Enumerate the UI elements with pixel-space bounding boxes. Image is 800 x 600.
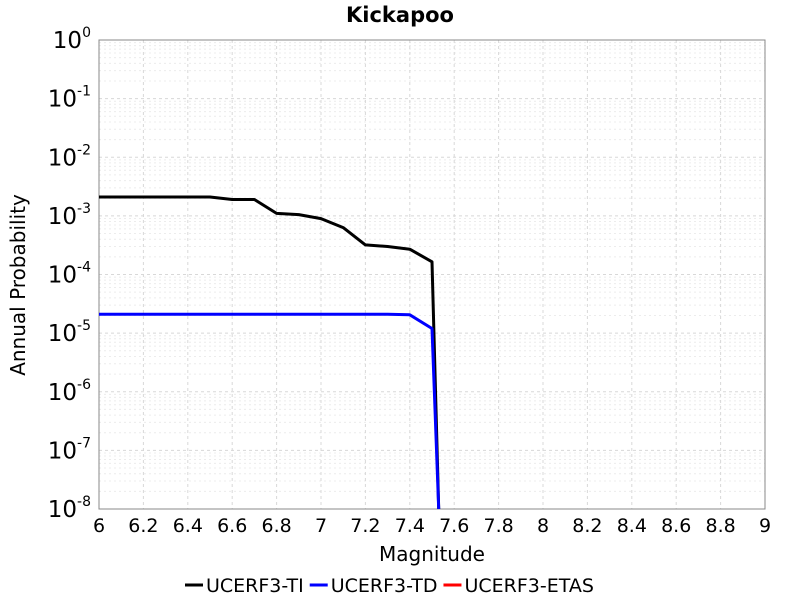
legend-entry: UCERF3-TD [331,575,438,597]
y-tick-label: 10-4 [48,260,91,289]
x-tick-label: 6.2 [128,515,158,537]
x-tick-label: 6.8 [261,515,291,537]
x-tick-label: 7.2 [350,515,380,537]
x-tick-label: 8.2 [572,515,602,537]
series-layer [99,195,441,510]
x-tick-label: 8.6 [661,515,691,537]
legend-entry: UCERF3-TI [206,575,304,597]
y-tick-label: 10-5 [48,318,91,347]
series-line-ucerf3-ti [99,195,441,510]
y-tick-labels: 100 10-1 10-2 10-3 10-4 10-5 10-6 10-7 10-8 [48,25,91,523]
y-tick-label: 10-6 [48,377,91,406]
x-tick-label: 6.6 [217,515,247,537]
x-tick-label: 6.4 [173,515,203,537]
chart-title: Kickapoo [346,3,454,27]
x-tick-labels: 6 6.2 6.4 6.6 6.8 7 7.2 7.4 7.6 7.8 8 8.2 8.4 8.6 8.8 9 [93,515,771,537]
plot-frame [98,39,766,510]
legend: UCERF3-TI UCERF3-TD UCERF3-ETAS [185,575,594,597]
x-tick-label: 7 [315,515,327,537]
x-tick-label: 9 [759,515,771,537]
series-line-ucerf3-td [99,312,441,510]
y-tick-label: 10-1 [48,84,91,113]
x-tick-label: 8 [537,515,549,537]
x-tick-label: 7.8 [483,515,513,537]
x-tick-label: 6 [93,515,105,537]
grid [98,39,766,510]
y-tick-label: 10-2 [48,142,91,171]
x-tick-label: 8.8 [705,515,735,537]
x-tick-label: 7.4 [395,515,425,537]
y-tick-label: 10-3 [48,201,91,230]
x-tick-label: 7.6 [439,515,469,537]
y-axis-label: Annual Probability [6,194,30,376]
x-tick-label: 8.4 [617,515,647,537]
y-tick-label: 100 [53,25,91,54]
legend-entry: UCERF3-ETAS [464,575,593,597]
x-axis-label: Magnitude [379,542,485,566]
y-tick-label: 10-7 [48,435,91,464]
y-tick-label: 10-8 [48,494,91,523]
